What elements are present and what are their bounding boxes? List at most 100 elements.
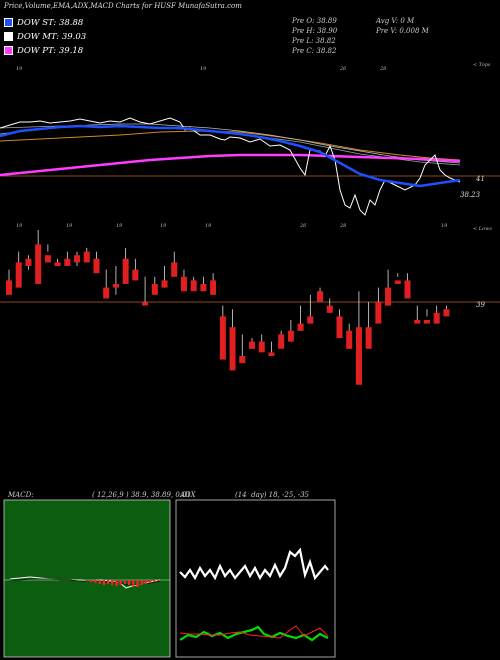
legend-label: DOW ST: 38.88 bbox=[17, 18, 84, 28]
top-date-label: 19 bbox=[16, 66, 23, 72]
stat-high: Pre H: 38.90 bbox=[292, 27, 338, 35]
candle-date-label: 19 bbox=[116, 223, 123, 229]
stat-low: Pre L: 38.82 bbox=[292, 37, 336, 45]
signal-line bbox=[10, 578, 161, 586]
adx-panel bbox=[175, 499, 336, 658]
legend-label: DOW PT: 39.18 bbox=[17, 46, 84, 56]
adx-line bbox=[179, 547, 329, 581]
candle-body bbox=[83, 251, 90, 263]
macd-histogram-bar bbox=[94, 580, 97, 583]
macd-histogram-bar bbox=[111, 580, 114, 585]
ema-panel: < Tops 41 38.23 19 19 26 28 bbox=[0, 62, 500, 216]
candle-body bbox=[64, 258, 71, 266]
candle-body bbox=[307, 316, 314, 324]
candle-body bbox=[365, 327, 372, 349]
top-date-label: 28 bbox=[379, 66, 386, 72]
macd-histogram-bar bbox=[98, 580, 101, 584]
stat-close: Pre C: 38.82 bbox=[292, 47, 337, 55]
candle-body bbox=[336, 316, 343, 338]
orange-ema-line bbox=[0, 130, 461, 161]
macd-histogram-bar bbox=[123, 580, 126, 584]
candle-date-label: 19 bbox=[205, 223, 212, 229]
legend-dow-st: DOW ST: 38.88 bbox=[4, 18, 83, 28]
magenta-ema-line bbox=[0, 153, 461, 177]
candle-body bbox=[180, 276, 187, 292]
candle-body bbox=[385, 287, 392, 306]
chart-title: Price,Volume,EMA,ADX,MACD Charts for HUS… bbox=[4, 2, 242, 10]
blue-ema-line bbox=[0, 124, 461, 188]
macd-histogram-bar bbox=[107, 580, 110, 584]
macd-panel-background bbox=[3, 499, 171, 658]
candle-body bbox=[258, 341, 265, 353]
macd-label: MACD: bbox=[8, 491, 34, 499]
macd-histogram-bar bbox=[119, 580, 122, 585]
candle-body bbox=[278, 334, 285, 349]
macd-params: ( 12,26,9 ) 38.9, 38.89, 0.01 bbox=[92, 491, 191, 499]
prev-day-stats: Pre O: 38.89 Pre H: 38.90 Pre L: 38.82 P… bbox=[292, 16, 337, 56]
candle-body bbox=[151, 284, 158, 295]
legend-dow-pt: DOW PT: 39.18 bbox=[4, 46, 83, 56]
adx-params: (14 day) 18, -25, -35 bbox=[235, 491, 310, 499]
candle-body bbox=[297, 323, 304, 331]
candle-body bbox=[200, 284, 207, 292]
candle-body bbox=[54, 262, 61, 266]
candle-date-label: 26 bbox=[299, 223, 307, 229]
candles-group bbox=[6, 230, 450, 385]
legend-swatch-blue bbox=[4, 18, 13, 27]
candle-body bbox=[443, 309, 450, 317]
candle-body bbox=[190, 280, 197, 292]
macd-histogram-bar bbox=[86, 580, 89, 581]
stat-avg-volume: Avg V: 0 M bbox=[376, 17, 415, 25]
stat-open: Pre O: 38.89 bbox=[292, 17, 337, 25]
volume-stats: Avg V: 0 M Pre V: 0.008 M bbox=[376, 16, 429, 36]
candle-body bbox=[346, 330, 353, 349]
minus-di-line bbox=[179, 625, 329, 639]
macd-histogram-bar bbox=[140, 580, 143, 585]
macd-histogram-bar bbox=[153, 580, 156, 582]
macd-histogram-bar bbox=[144, 580, 147, 584]
candle-body bbox=[210, 280, 217, 295]
macd-histogram-bar bbox=[90, 580, 93, 582]
adx-panel-background bbox=[175, 499, 336, 658]
candle-body bbox=[161, 280, 168, 288]
macd-histogram-bar bbox=[115, 580, 118, 586]
candle-body bbox=[122, 258, 129, 284]
candle-body bbox=[287, 330, 294, 342]
candle-body bbox=[103, 287, 110, 299]
candle-body bbox=[142, 302, 149, 306]
legend-label: DOW MT: 39.03 bbox=[17, 32, 87, 42]
candle-body bbox=[171, 262, 178, 277]
macd-histogram-bar bbox=[157, 580, 160, 581]
candle-body bbox=[433, 312, 440, 324]
top-reference-label: 41 bbox=[475, 175, 485, 183]
candle-body bbox=[219, 316, 226, 360]
candle-body bbox=[44, 255, 51, 263]
macd-histogram-bar bbox=[128, 580, 131, 585]
macd-histogram-bar bbox=[132, 580, 135, 586]
macd-panel bbox=[3, 499, 171, 658]
candle-body bbox=[93, 258, 100, 274]
candle-body bbox=[375, 302, 382, 324]
candle-body bbox=[6, 280, 12, 295]
candle-body bbox=[423, 320, 430, 324]
candle-body bbox=[326, 305, 333, 313]
candle-body bbox=[239, 356, 246, 364]
plus-di-line bbox=[179, 625, 329, 642]
white-price-line bbox=[0, 117, 461, 216]
candle-body bbox=[25, 258, 32, 266]
candle-date-label: 19 bbox=[16, 223, 23, 229]
top-date-label: 19 bbox=[200, 66, 207, 72]
candle-body bbox=[249, 341, 255, 349]
legend-dow-mt: DOW MT: 39.03 bbox=[4, 32, 86, 42]
candle-reference-label: 39 bbox=[476, 301, 485, 309]
candle-body bbox=[132, 269, 139, 281]
candle-body bbox=[404, 280, 411, 299]
candle-date-label: 19 bbox=[66, 223, 73, 229]
adx-label: ADX bbox=[180, 491, 196, 499]
candle-body bbox=[112, 284, 119, 288]
macd-histogram-bar bbox=[149, 580, 152, 583]
candle-body bbox=[229, 327, 236, 371]
candle-date-label: 19 bbox=[441, 223, 448, 229]
candle-panel: < Lows 39 19 19 19 19 19 26 28 19 bbox=[0, 223, 500, 385]
